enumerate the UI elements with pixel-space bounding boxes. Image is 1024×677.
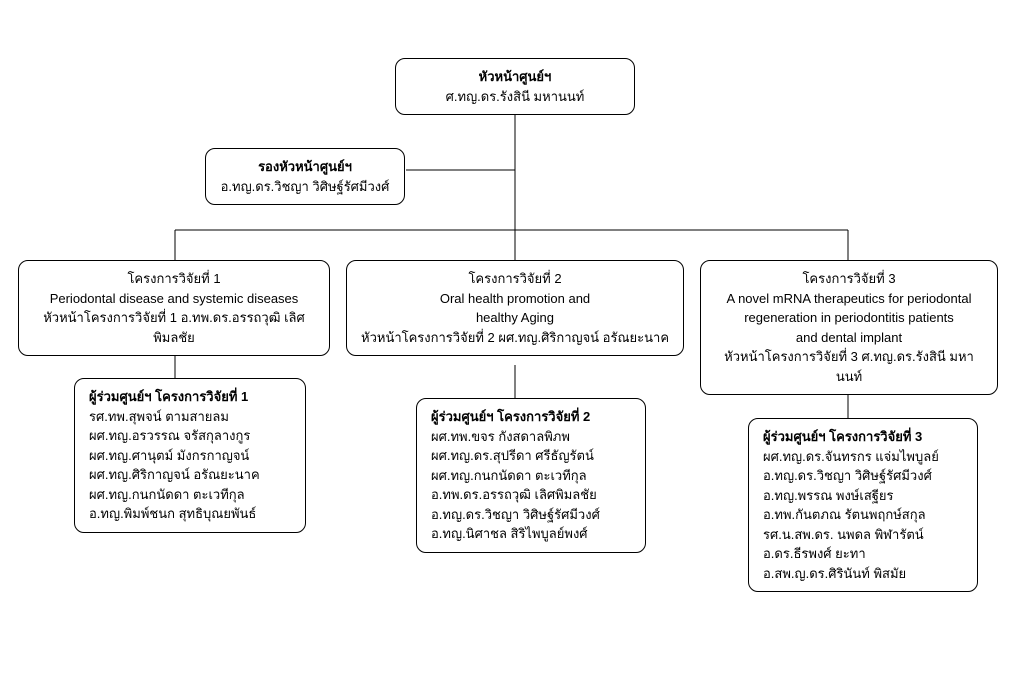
deputy-node: รองหัวหน้าศูนย์ฯ อ.ทญ.ดร.วิชญา วิศิษฐ์รั… xyxy=(205,148,405,205)
project-3-node: โครงการวิจัยที่ 3 A novel mRNA therapeut… xyxy=(700,260,998,395)
project-2-members-title: ผู้ร่วมศูนย์ฯ โครงการวิจัยที่ 2 xyxy=(431,407,631,427)
list-item: ผศ.ทญ.ศานุตม์ มังกรกาญจน์ xyxy=(89,446,291,466)
list-item: อ.ทญ.พิมพ์ชนก สุทธิบุณยพันธ์ xyxy=(89,504,291,524)
list-item: ผศ.ทญ.ดร.จันทรกร แจ่มไพบูลย์ xyxy=(763,447,963,467)
list-item: ผศ.ทญ.ดร.สุปรีดา ศรีธัญรัตน์ xyxy=(431,446,631,466)
list-item: รศ.น.สพ.ดร. นพดล พิฬารัตน์ xyxy=(763,525,963,545)
list-item: อ.ทญ.นิศาชล สิริไพบูลย์พงศ์ xyxy=(431,524,631,544)
list-item: ผศ.ทญ.อรวรรณ จรัสกุลางกูร xyxy=(89,426,291,446)
project-3-members-node: ผู้ร่วมศูนย์ฯ โครงการวิจัยที่ 3 ผศ.ทญ.ดร… xyxy=(748,418,978,592)
project-3-leader: หัวหน้าโครงการวิจัยที่ 3 ศ.ทญ.ดร.รังสินี… xyxy=(715,347,983,386)
list-item: อ.ทญ.พรรณ พงษ์เสฐียร xyxy=(763,486,963,506)
list-item: อ.ทพ.ดร.อรรถวุฒิ เลิศพิมลชัย xyxy=(431,485,631,505)
project-3-topic-1: A novel mRNA therapeutics for periodonta… xyxy=(715,289,983,309)
project-3-title: โครงการวิจัยที่ 3 xyxy=(715,269,983,289)
head-node: หัวหน้าศูนย์ฯ ศ.ทญ.ดร.รังสินี มหานนท์ xyxy=(395,58,635,115)
deputy-title: รองหัวหน้าศูนย์ฯ xyxy=(220,157,390,177)
list-item: อ.ทพ.กันตภณ รัตนพฤกษ์สกุล xyxy=(763,505,963,525)
list-item: ผศ.ทญ.กนกนัดดา ตะเวทีกุล xyxy=(431,466,631,486)
project-2-leader: หัวหน้าโครงการวิจัยที่ 2 ผศ.ทญ.ศิริกาญจน… xyxy=(361,328,669,348)
project-2-topic-1: Oral health promotion and xyxy=(361,289,669,309)
deputy-name: อ.ทญ.ดร.วิชญา วิศิษฐ์รัศมีวงศ์ xyxy=(220,177,390,197)
list-item: อ.สพ.ญ.ดร.ศิรินันท์ พิสมัย xyxy=(763,564,963,584)
project-2-node: โครงการวิจัยที่ 2 Oral health promotion … xyxy=(346,260,684,356)
project-1-members-node: ผู้ร่วมศูนย์ฯ โครงการวิจัยที่ 1 รศ.ทพ.สุ… xyxy=(74,378,306,533)
list-item: อ.ดร.ธีรพงศ์ ยะทา xyxy=(763,544,963,564)
list-item: ผศ.ทพ.ขจร กังสดาลพิภพ xyxy=(431,427,631,447)
project-2-members-node: ผู้ร่วมศูนย์ฯ โครงการวิจัยที่ 2 ผศ.ทพ.ขจ… xyxy=(416,398,646,553)
project-1-node: โครงการวิจัยที่ 1 Periodontal disease an… xyxy=(18,260,330,356)
project-1-leader: หัวหน้าโครงการวิจัยที่ 1 อ.ทพ.ดร.อรรถวุฒ… xyxy=(33,308,315,347)
list-item: ผศ.ทญ.ศิริกาญจน์ อรัณยะนาค xyxy=(89,465,291,485)
project-1-members-title: ผู้ร่วมศูนย์ฯ โครงการวิจัยที่ 1 xyxy=(89,387,291,407)
project-2-topic-2: healthy Aging xyxy=(361,308,669,328)
project-2-title: โครงการวิจัยที่ 2 xyxy=(361,269,669,289)
list-item: รศ.ทพ.สุพจน์ ตามสายลม xyxy=(89,407,291,427)
list-item: อ.ทญ.ดร.วิชญา วิศิษฐ์รัศมีวงศ์ xyxy=(763,466,963,486)
project-3-topic-2: regeneration in periodontitis patients xyxy=(715,308,983,328)
project-3-members-title: ผู้ร่วมศูนย์ฯ โครงการวิจัยที่ 3 xyxy=(763,427,963,447)
project-3-topic-3: and dental implant xyxy=(715,328,983,348)
list-item: ผศ.ทญ.กนกนัดดา ตะเวทีกุล xyxy=(89,485,291,505)
project-1-title: โครงการวิจัยที่ 1 xyxy=(33,269,315,289)
head-title: หัวหน้าศูนย์ฯ xyxy=(410,67,620,87)
project-1-topic: Periodontal disease and systemic disease… xyxy=(33,289,315,309)
head-name: ศ.ทญ.ดร.รังสินี มหานนท์ xyxy=(410,87,620,107)
list-item: อ.ทญ.ดร.วิชญา วิศิษฐ์รัศมีวงศ์ xyxy=(431,505,631,525)
